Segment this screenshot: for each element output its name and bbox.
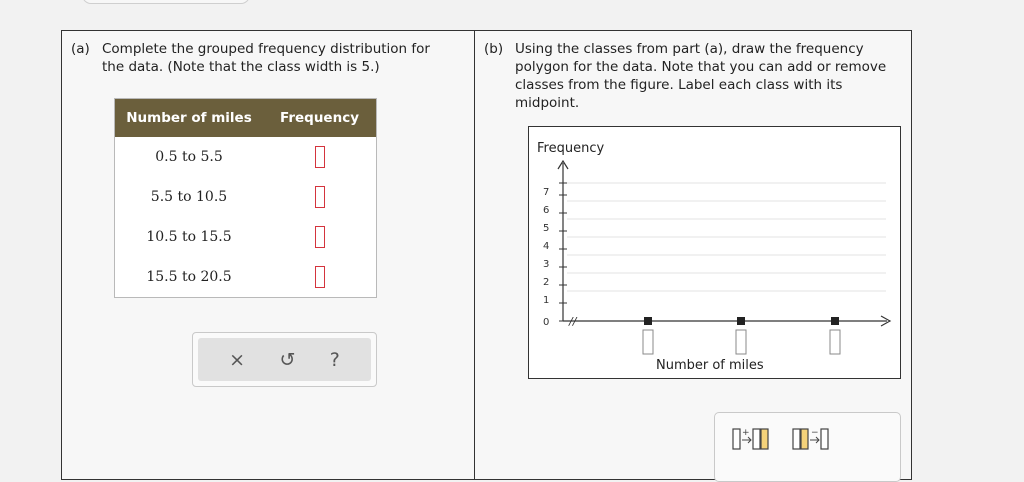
class-cell: 5.5 to 10.5 (150, 189, 228, 205)
part-a-label: (a) (71, 41, 90, 57)
remove-class-icon[interactable]: − (792, 428, 829, 450)
midpoint-input[interactable] (829, 329, 841, 355)
class-marker[interactable] (644, 317, 652, 325)
svg-text:+: + (742, 428, 750, 438)
part-b-label: (b) (484, 41, 504, 57)
midpoint-input[interactable] (642, 329, 654, 355)
y-tick-label: 0 (543, 317, 549, 328)
y-tick-label: 4 (543, 241, 549, 252)
class-cell: 0.5 to 5.5 (155, 149, 223, 165)
frequency-input[interactable] (314, 146, 325, 168)
top-tab (82, 0, 250, 4)
y-tick-label: 5 (543, 223, 549, 234)
table-row: 5.5 to 10.5 (115, 177, 377, 217)
frequency-cell (263, 217, 377, 257)
frequency-input[interactable] (314, 226, 325, 248)
help-button[interactable]: ? (329, 348, 340, 371)
undo-button[interactable]: ↺ (279, 348, 296, 371)
part-b-line-3: classes from the figure. Label each clas… (515, 77, 843, 93)
table-row: 10.5 to 15.5 (115, 217, 377, 257)
y-tick-label: 7 (543, 187, 549, 198)
class-marker[interactable] (737, 317, 745, 325)
frequency-cell (263, 257, 377, 298)
answer-controls-bar: × ↺ ? (198, 338, 371, 381)
frequency-cell (263, 177, 377, 217)
header-frequency: Frequency (263, 98, 377, 137)
add-class-icon[interactable]: + (732, 428, 769, 450)
y-tick-label: 2 (543, 277, 549, 288)
clear-button[interactable]: × (229, 348, 246, 371)
frequency-table: Number of miles Frequency 0.5 to 5.5 5.5… (114, 98, 377, 298)
part-b-instructions: (b) Using the classes from part (a), draw… (484, 40, 886, 112)
class-tools-panel: + − (714, 412, 901, 482)
y-tick-label: 3 (543, 259, 549, 270)
y-axis-arrow-icon (557, 159, 569, 170)
axis-break-icon: // (568, 315, 578, 328)
table-row: 0.5 to 5.5 (115, 137, 377, 177)
y-tick-label: 6 (543, 205, 549, 216)
frequency-polygon-graph[interactable]: // 0 1 2 3 4 5 6 7 Frequen (528, 126, 901, 379)
table-row: 15.5 to 20.5 (115, 257, 377, 298)
part-a-line-2: the data. (Note that the class width is … (102, 59, 380, 75)
class-cell: 15.5 to 20.5 (146, 269, 232, 285)
table-header-row: Number of miles Frequency (114, 98, 377, 137)
y-tick-label: 1 (543, 295, 549, 306)
panel-divider (474, 30, 475, 480)
x-axis-arrow-icon (880, 315, 892, 327)
class-marker[interactable] (831, 317, 839, 325)
x-axis-label: Number of miles (656, 358, 764, 373)
frequency-input[interactable] (314, 186, 325, 208)
frequency-cell (263, 137, 377, 177)
answer-controls: × ↺ ? (192, 332, 377, 387)
class-cell: 10.5 to 15.5 (146, 229, 232, 245)
y-axis-label: Frequency (537, 141, 604, 156)
part-b-line-2: polygon for the data. Note that you can … (515, 59, 887, 75)
frequency-input[interactable] (314, 266, 325, 288)
part-a-line-1: Complete the grouped frequency distribut… (102, 41, 430, 57)
part-b-line-1: Using the classes from part (a), draw th… (515, 41, 864, 57)
midpoint-input[interactable] (735, 329, 747, 355)
header-number-of-miles: Number of miles (114, 98, 263, 137)
svg-text:−: − (811, 428, 819, 438)
part-a-instructions: (a) Complete the grouped frequency distri… (71, 40, 430, 76)
part-b-line-4: midpoint. (515, 95, 580, 111)
